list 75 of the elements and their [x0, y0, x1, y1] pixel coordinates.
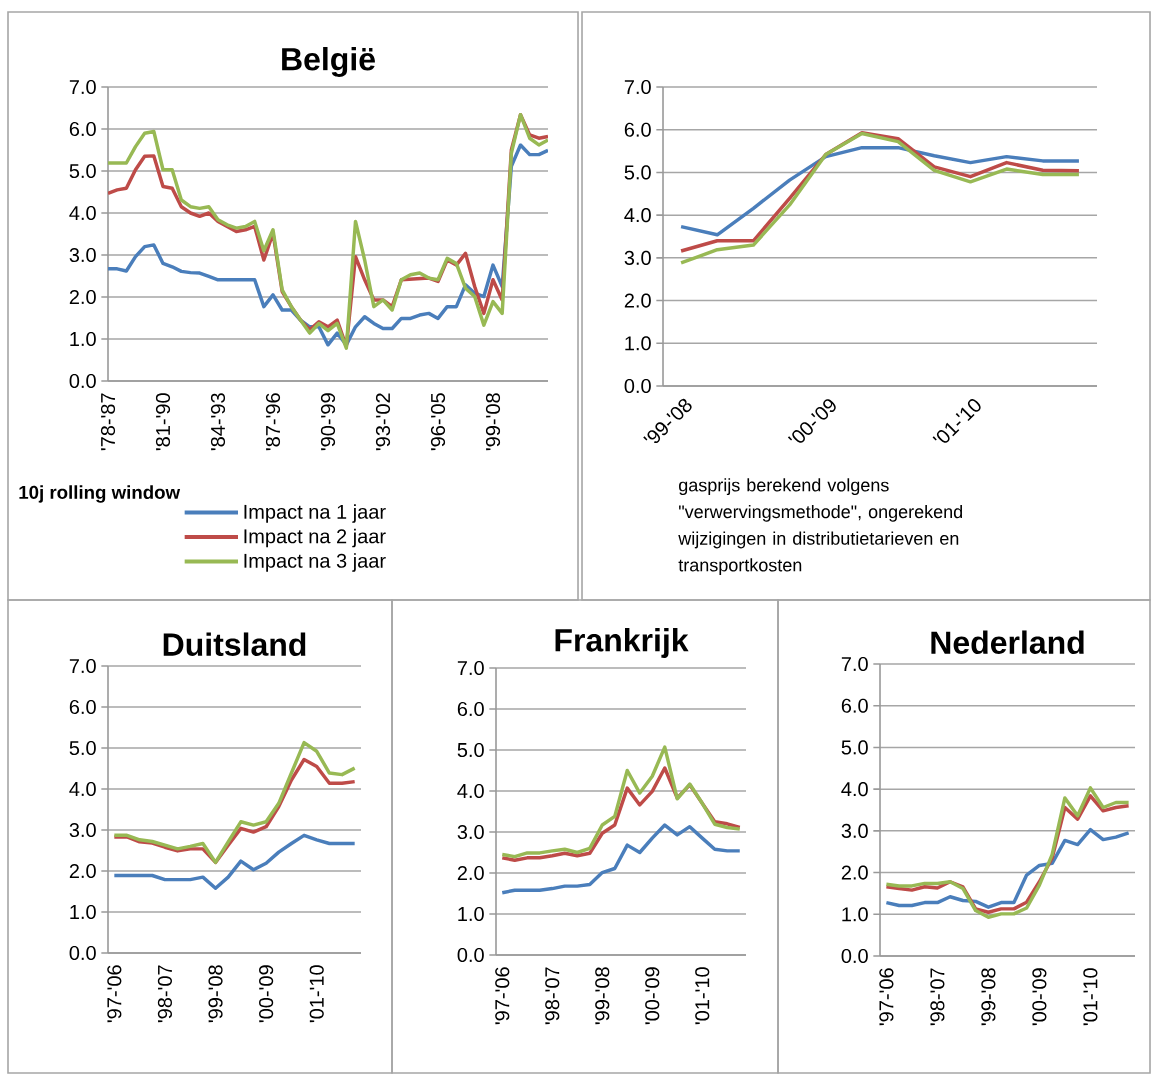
x-tick-label: '84-'93: [210, 393, 226, 451]
y-tick-label: 5.0: [624, 165, 651, 180]
x-tick-label: '98-'07: [930, 968, 945, 1026]
y-tick-label: 0.0: [457, 947, 484, 963]
y-tick-label: 4.0: [457, 783, 484, 799]
y-tick-label: 6.0: [841, 698, 868, 713]
y-tick-label: 3.0: [624, 250, 651, 265]
x-tick-label: '78-'87: [100, 393, 116, 451]
y-tick-label: 2.0: [69, 289, 96, 305]
y-tick-label: 0.0: [69, 945, 96, 961]
y-tick-label: 7.0: [841, 656, 868, 672]
chart-title: Nederland: [931, 630, 1084, 654]
y-tick-label: 6.0: [457, 701, 484, 717]
chart-title: Frankrijk: [555, 628, 689, 658]
y-tick-label: 7.0: [624, 79, 651, 95]
line-series: [500, 745, 742, 859]
x-tick-label: '96-'05: [430, 393, 446, 451]
x-tick-label: '01-'10: [695, 967, 710, 1025]
x-tick-label: '98-'07: [545, 967, 560, 1025]
y-tick-label: 3.0: [69, 822, 96, 838]
y-tick-label: 5.0: [457, 742, 484, 758]
x-tick-label: '99-'08: [485, 393, 501, 451]
y-tick-label: 6.0: [69, 121, 96, 137]
y-tick-label: 5.0: [69, 740, 96, 756]
x-tick-label: '81-'90: [155, 393, 171, 451]
x-tick-label: '01-'10: [309, 965, 324, 1023]
x-tick-label: '00-'09: [645, 967, 660, 1025]
y-tick-label: 7.0: [457, 660, 484, 676]
x-tick-label: '00-'09: [1032, 968, 1047, 1026]
y-tick-label: 0.0: [624, 378, 651, 394]
y-tick-label: 5.0: [841, 740, 868, 755]
x-tick-label: '93-'02: [375, 393, 391, 451]
x-tick-label: '97-'06: [107, 965, 122, 1023]
x-tick-label: '98-'07: [157, 965, 172, 1023]
y-tick-label: 1.0: [70, 904, 96, 920]
chart-title: Duitsland: [163, 632, 306, 656]
x-tick-label: '00-'09: [259, 965, 274, 1023]
y-tick-label: 6.0: [69, 699, 96, 715]
y-tick-label: 7.0: [69, 79, 96, 95]
x-tick-label: '99-'08: [595, 967, 610, 1025]
y-tick-label: 1.0: [842, 907, 868, 922]
y-tick-label: 4.0: [69, 205, 96, 221]
y-tick-label: 2.0: [841, 865, 868, 880]
x-tick-label: '97-'06: [879, 968, 894, 1026]
y-tick-label: 2.0: [624, 293, 651, 308]
x-tick-label: '99-'08: [208, 965, 223, 1023]
legend-label: Impact na 2 jaar: [244, 528, 386, 548]
y-tick-label: 4.0: [841, 782, 868, 797]
y-tick-label: 4.0: [69, 781, 96, 797]
text: gasprijs berekend volgens "verwervingsmethode", ongerekend wijzigingen in distributietarieven en transportkosten: [678, 478, 962, 576]
y-tick-label: 6.0: [624, 122, 651, 137]
y-tick-label: 2.0: [69, 863, 96, 879]
y-tick-label: 3.0: [457, 824, 484, 840]
legend-label: Impact na 3 jaar: [244, 553, 386, 572]
legend-label: Impact na 1 jaar: [244, 504, 386, 523]
line-series: [884, 827, 1131, 909]
y-tick-label: 0.0: [841, 948, 868, 964]
x-tick-label: '97-'06: [495, 967, 510, 1025]
y-tick-label: 3.0: [69, 247, 96, 263]
y-tick-label: 7.0: [69, 658, 96, 674]
chart-title: België: [282, 46, 375, 77]
line-series: [679, 145, 1081, 237]
y-tick-label: 1.0: [625, 336, 651, 351]
x-tick-label: '90-'99: [320, 393, 336, 451]
y-tick-label: 1.0: [458, 906, 484, 922]
y-tick-label: 2.0: [457, 865, 484, 881]
y-tick-label: 3.0: [841, 823, 868, 838]
text: 10j rolling window: [19, 485, 181, 503]
x-tick-label: '99-'08: [981, 968, 996, 1026]
y-tick-label: 5.0: [69, 163, 96, 179]
x-tick-label: '87-'96: [265, 393, 281, 451]
y-tick-label: 4.0: [624, 208, 651, 223]
y-tick-label: 0.0: [69, 373, 96, 389]
x-tick-label: '01-'10: [1083, 968, 1098, 1026]
y-tick-label: 1.0: [70, 331, 96, 347]
